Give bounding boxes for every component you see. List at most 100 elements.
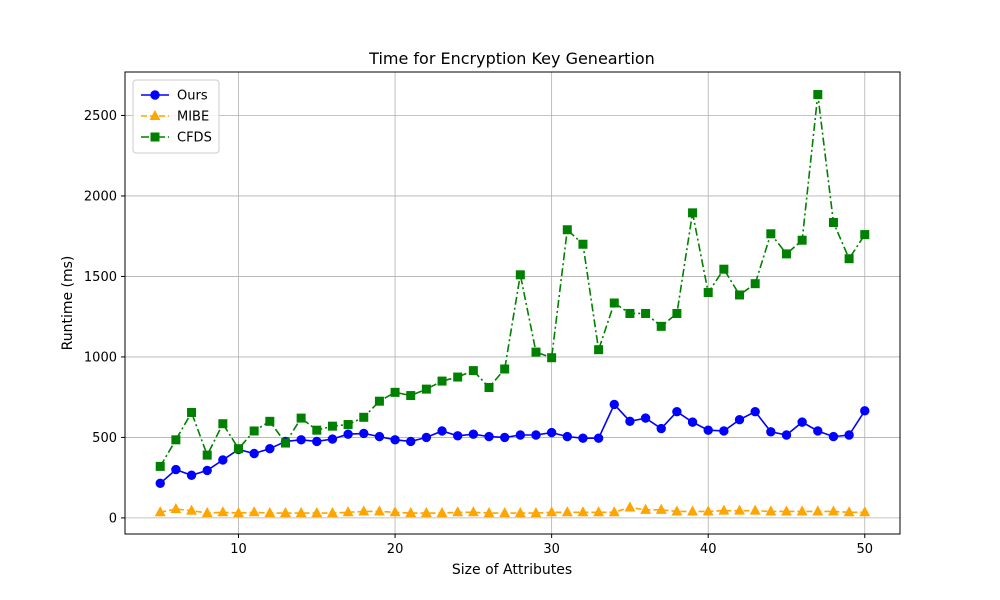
data-point-mibe (327, 507, 338, 518)
data-point-cfds (202, 450, 212, 460)
legend-entry-mibe: MIBE (141, 110, 209, 125)
data-point-cfds (249, 426, 259, 436)
plot-frame (124, 71, 901, 535)
data-point-mibe (671, 505, 683, 516)
data-point-mibe (452, 506, 464, 517)
y-tick-label: 1500 (84, 270, 117, 285)
chart-title: Time for Encryption Key Geneartion (368, 49, 655, 68)
data-point-mibe (796, 505, 808, 516)
y-tick-label: 0 (109, 511, 117, 526)
data-point-ours (844, 430, 854, 440)
data-point-ours (468, 429, 479, 439)
data-point-mibe (828, 505, 839, 516)
data-point-cfds (672, 308, 682, 318)
x-tick-label: 10 (230, 542, 247, 557)
data-point-ours (186, 470, 197, 480)
series-mibe (154, 501, 871, 518)
data-point-mibe (749, 504, 761, 515)
data-point-ours (202, 465, 212, 476)
data-point-mibe (530, 507, 542, 518)
data-point-cfds (234, 444, 244, 454)
data-point-mibe (233, 507, 244, 518)
legend: Ours MIBE CFDS (132, 79, 220, 154)
data-point-cfds (766, 229, 776, 239)
data-point-ours (703, 425, 713, 435)
data-point-mibe (593, 506, 605, 517)
data-point-ours (218, 455, 228, 465)
data-point-ours (546, 427, 557, 438)
data-point-ours (672, 406, 682, 417)
data-point-mibe (264, 507, 276, 518)
data-point-mibe (217, 506, 229, 517)
data-point-cfds (406, 391, 416, 401)
data-point-ours (374, 431, 385, 442)
data-point-cfds (171, 435, 181, 445)
y-tick-label: 1000 (84, 350, 117, 365)
y-axis-title: Runtime (ms) (60, 256, 76, 351)
data-point-cfds (688, 208, 698, 218)
legend-marker-mibe (149, 109, 161, 120)
data-point-cfds (484, 383, 494, 393)
data-point-cfds (844, 254, 854, 264)
data-point-cfds (750, 279, 760, 289)
data-point-mibe (499, 507, 511, 518)
legend-marker-cfds (150, 132, 160, 142)
data-point-mibe (170, 502, 182, 514)
data-point-ours (155, 478, 165, 488)
data-point-cfds (327, 421, 337, 431)
data-point-mibe (640, 503, 652, 514)
series-cfds (155, 90, 870, 471)
data-point-mibe (467, 506, 479, 517)
data-point-mibe (812, 505, 824, 516)
legend-marker-ours (150, 90, 160, 100)
data-point-mibe (514, 507, 526, 518)
data-point-cfds (531, 347, 541, 357)
data-point-ours (860, 406, 870, 416)
data-point-cfds (218, 419, 228, 429)
data-point-ours (750, 406, 760, 417)
data-point-mibe (859, 506, 871, 517)
data-point-mibe (311, 507, 323, 518)
data-point-ours (766, 427, 776, 437)
data-point-cfds (421, 384, 431, 394)
data-point-ours (625, 416, 635, 427)
data-point-mibe (734, 504, 745, 515)
data-point-mibe (765, 505, 777, 516)
data-point-mibe (624, 501, 636, 512)
legend-label-ours: Ours (177, 89, 208, 104)
data-point-mibe (702, 505, 714, 516)
data-point-mibe (655, 503, 667, 514)
data-point-mibe (608, 506, 620, 517)
data-point-ours (734, 415, 745, 425)
data-point-ours (327, 434, 338, 444)
data-point-mibe (687, 505, 698, 516)
data-point-ours (797, 417, 807, 427)
x-tick-label: 50 (856, 542, 873, 557)
data-point-cfds (562, 225, 572, 235)
data-point-ours (453, 431, 463, 441)
data-point-ours (562, 431, 572, 442)
data-point-mibe (561, 506, 573, 517)
y-tick-label: 2500 (84, 109, 117, 124)
series-lines (154, 90, 871, 518)
data-point-ours (484, 431, 494, 442)
data-point-cfds (828, 218, 838, 228)
data-point-cfds (860, 230, 870, 240)
data-point-mibe (405, 507, 417, 518)
y-tick-label: 2000 (84, 189, 117, 204)
data-point-cfds (280, 438, 290, 448)
series-ours (155, 399, 870, 488)
data-point-mibe (718, 504, 730, 515)
data-point-mibe (186, 504, 197, 515)
x-tick-label: 30 (543, 542, 560, 557)
data-point-ours (813, 426, 823, 436)
data-point-cfds (781, 249, 791, 259)
data-point-ours (640, 413, 651, 423)
y-tick-label: 500 (92, 431, 117, 446)
x-tick-label: 40 (700, 542, 717, 557)
data-point-ours (578, 433, 588, 443)
data-point-cfds (594, 345, 604, 355)
series-line-mibe (160, 506, 865, 514)
